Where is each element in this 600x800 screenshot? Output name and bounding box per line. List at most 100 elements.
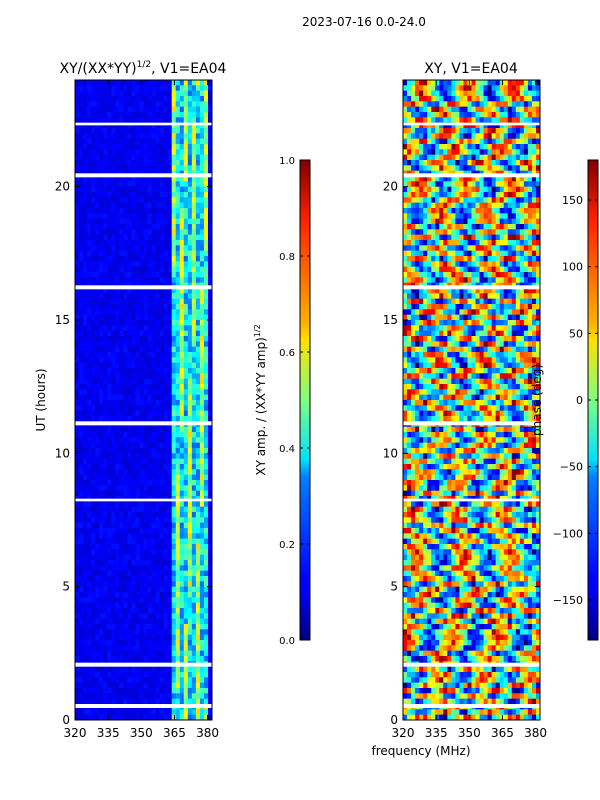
heatmap-cell [143,389,148,396]
heatmap-cell [115,160,120,166]
heatmap-cell [87,250,92,257]
heatmap-cell [523,192,529,198]
heatmap-cell [519,128,525,134]
heatmap-cell [159,197,165,204]
heatmap-cell [131,277,136,284]
heatmap-cell [115,112,120,118]
heatmap-cell [143,176,148,182]
heatmap-cell [191,394,197,401]
heatmap-cell [139,405,144,412]
heatmap-cell [131,677,136,684]
heatmap-cell [491,165,497,172]
heatmap-cell [175,432,181,438]
heatmap-cell [87,256,92,262]
heatmap-cell [175,442,181,449]
heatmap-cell [159,629,165,636]
heatmap-cell [159,618,165,625]
heatmap-cell [127,634,132,641]
heatmap-cell [407,101,412,108]
heatmap-cell [143,469,148,476]
heatmap-cell [103,373,108,380]
heatmap-cell [75,192,80,198]
heatmap-cell [159,602,165,609]
heatmap-cell [87,117,92,124]
heatmap-cell [203,586,209,593]
heatmap-cell [507,144,513,150]
heatmap-cell [519,144,525,150]
heatmap-cell [511,106,517,113]
heatmap-cell [183,144,189,150]
heatmap-cell [95,693,100,700]
heatmap-cell [439,160,444,166]
heatmap-cell [203,288,209,294]
heatmap-cell [203,256,209,262]
heatmap-cell [475,197,480,204]
heatmap-cell [75,442,80,449]
heatmap-cell [175,570,181,577]
heatmap-cell [175,693,181,700]
heatmap-cell [439,176,444,182]
heatmap-cell [171,298,177,305]
heatmap-cell [119,485,124,492]
heatmap-cell [159,485,165,492]
heatmap-cell [155,218,161,225]
heatmap-cell [471,106,476,113]
heatmap-cell [131,202,136,209]
heatmap-cell [83,298,88,305]
heatmap-cell [115,96,120,102]
heatmap-cell [83,432,88,438]
heatmap-cell [103,586,108,593]
heatmap-cell [199,592,205,598]
heatmap-cell [195,656,201,662]
heatmap-cell [75,400,80,406]
heatmap-cell [191,373,197,380]
heatmap-cell [171,96,177,102]
heatmap-cell [403,208,408,214]
heatmap-cell [447,138,452,145]
heatmap-cell [111,197,116,204]
heatmap-cell [515,144,521,150]
heatmap-cell [103,165,108,172]
heatmap-cell [115,645,120,652]
heatmap-cell [187,149,193,156]
heatmap-cell [175,506,181,513]
heatmap-cell [207,442,212,449]
heatmap-cell [443,117,448,124]
heatmap-cell [155,549,161,556]
heatmap-cell [123,394,128,401]
heatmap-cell [135,298,140,305]
heatmap-cell [75,96,80,102]
heatmap-cell [95,224,100,230]
heatmap-cell [111,229,116,236]
heatmap-cell [139,560,144,566]
heatmap-cell [187,176,193,182]
heatmap-cell [479,202,484,209]
heatmap-cell [183,213,189,220]
heatmap-cell [151,224,156,230]
heatmap-cell [147,186,152,193]
heatmap-cell [147,106,152,113]
heatmap-cell [183,410,189,417]
heatmap-cell [115,437,120,444]
heatmap-cell [403,96,408,102]
heatmap-cell [155,624,161,630]
heatmap-cell [95,650,100,657]
heatmap-cell [503,80,509,86]
heatmap-cell [519,112,525,118]
heatmap-cell [195,709,201,716]
heatmap-cell [91,149,96,156]
heatmap-cell [135,154,140,161]
heatmap-cell [531,117,537,124]
heatmap-cell [151,304,156,310]
heatmap-cell [183,597,189,604]
heatmap-cell [171,485,177,492]
heatmap-cell [415,122,420,129]
heatmap-cell [95,101,100,108]
heatmap-cell [519,154,525,161]
heatmap-cell [75,485,80,492]
heatmap-cell [519,197,525,204]
heatmap-cell [471,165,476,172]
heatmap-cell [179,229,185,236]
heatmap-cell [159,272,165,278]
heatmap-cell [179,613,185,620]
